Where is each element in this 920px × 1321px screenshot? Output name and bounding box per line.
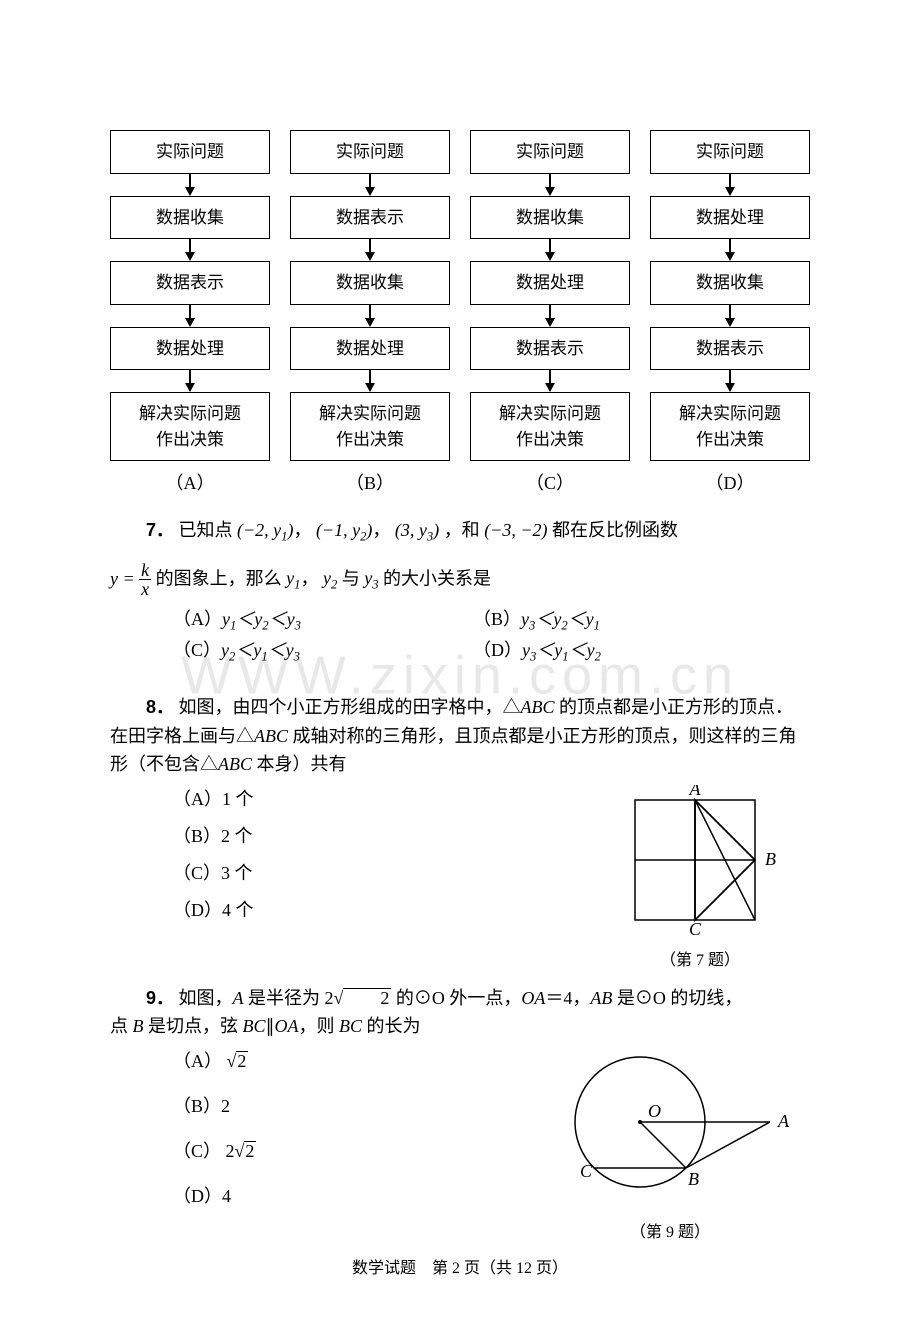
svg-text:A: A	[689, 785, 702, 799]
flow-box: 数据表示	[110, 261, 270, 305]
svg-text:C: C	[580, 1161, 593, 1181]
flow-box: 解决实际问题 作出决策	[650, 392, 810, 461]
page-footer: 数学试题 第 2 页（共 12 页）	[110, 1256, 810, 1282]
flowchart-options: 实际问题 数据收集 数据表示 数据处理 解决实际问题 作出决策 （A） 实际问题…	[110, 130, 810, 498]
flow-box: 数据收集	[110, 196, 270, 240]
flow-option-label: （D）	[706, 469, 755, 498]
q9-number: 9．	[146, 988, 174, 1008]
q7-option-c: （C）y2＜y1＜y3	[173, 636, 473, 667]
q8-option-b: （B）2 个	[173, 822, 590, 851]
q9-option-a: （A） √2	[173, 1047, 530, 1076]
arrow-icon	[360, 239, 380, 261]
flow-col-a: 实际问题 数据收集 数据表示 数据处理 解决实际问题 作出决策 （A）	[110, 130, 270, 498]
flow-col-d: 实际问题 数据处理 数据收集 数据表示 解决实际问题 作出决策 （D）	[650, 130, 810, 498]
q7-text: 的图象上，那么	[156, 568, 287, 588]
q7-pt2: (−1, y2)	[316, 520, 372, 540]
flow-box: 实际问题	[110, 130, 270, 174]
flow-box: 解决实际问题 作出决策	[470, 392, 630, 461]
arrow-icon	[180, 305, 200, 327]
q8-option-a: （A）1 个	[173, 785, 590, 814]
q7-pt3: (3, y3)	[395, 520, 439, 540]
svg-text:A: A	[777, 1111, 790, 1131]
flow-box: 数据收集	[470, 196, 630, 240]
arrow-icon	[180, 239, 200, 261]
arrow-icon	[180, 174, 200, 196]
svg-text:B: B	[688, 1169, 699, 1189]
q8-figure: A B C	[615, 785, 785, 935]
flow-box: 数据处理	[470, 261, 630, 305]
q8-figure-caption: （第 7 题）	[590, 948, 810, 974]
q7-pt4: (−3, −2)	[484, 520, 547, 540]
q7-pt1: (−2, y1)	[237, 520, 293, 540]
arrow-icon	[360, 370, 380, 392]
q7-option-d: （D）y3＜y1＜y2	[473, 636, 601, 667]
q7-text: ，和	[444, 520, 480, 540]
arrow-icon	[180, 370, 200, 392]
q8-text: 如图，由四个小正方形组成的田字格中，△ABC 的顶点都是小正方形的顶点．在田字格…	[110, 697, 797, 775]
q9-figure: O A B C	[540, 1047, 800, 1207]
q9-option-d: （D）4	[173, 1182, 530, 1211]
flow-box: 数据表示	[470, 327, 630, 371]
flow-box: 数据处理	[650, 196, 810, 240]
flow-box: 数据处理	[110, 327, 270, 371]
q9-figure-caption: （第 9 题）	[530, 1220, 810, 1246]
question-9: 9． 如图，A 是半径为 2√2 的⊙O 外一点，OA＝4，AB 是⊙O 的切线…	[110, 984, 810, 1246]
q7-fraction: k x	[139, 561, 151, 600]
q7-text: 都在反比例函数	[552, 520, 678, 540]
q9-option-b: （B）2	[173, 1092, 530, 1121]
arrow-icon	[720, 305, 740, 327]
question-7: 7． 已知点 (−2, y1)， (−1, y2)， (3, y3) ，和 (−…	[110, 516, 810, 667]
q7-equation: y =	[110, 568, 139, 588]
flow-option-label: （B）	[346, 469, 394, 498]
flow-box: 数据表示	[650, 327, 810, 371]
flow-box: 数据表示	[290, 196, 450, 240]
q9-option-c: （C） 2√2	[173, 1137, 530, 1166]
question-8: 8． 如图，由四个小正方形组成的田字格中，△ABC 的顶点都是小正方形的顶点．在…	[110, 693, 810, 974]
arrow-icon	[540, 305, 560, 327]
flow-box: 实际问题	[290, 130, 450, 174]
q7-number: 7．	[146, 520, 174, 540]
flow-col-c: 实际问题 数据收集 数据处理 数据表示 解决实际问题 作出决策 （C）	[470, 130, 630, 498]
arrow-icon	[720, 370, 740, 392]
q7-text: 的大小关系是	[383, 568, 491, 588]
q7-option-b: （B）y3＜y2＜y1	[473, 605, 600, 636]
flow-option-label: （A）	[166, 469, 215, 498]
flow-col-b: 实际问题 数据表示 数据收集 数据处理 解决实际问题 作出决策 （B）	[290, 130, 450, 498]
flow-box: 数据收集	[290, 261, 450, 305]
arrow-icon	[720, 174, 740, 196]
q7-option-a: （A）y1＜y2＜y3	[173, 605, 473, 636]
arrow-icon	[540, 239, 560, 261]
flow-box: 实际问题	[650, 130, 810, 174]
q8-option-c: （C）3 个	[173, 859, 590, 888]
flow-box: 解决实际问题 作出决策	[110, 392, 270, 461]
svg-text:O: O	[648, 1101, 661, 1121]
svg-text:B: B	[765, 849, 776, 869]
svg-text:C: C	[689, 919, 702, 935]
q7-text: 已知点	[179, 520, 233, 540]
flow-option-label: （C）	[526, 469, 574, 498]
q8-number: 8．	[146, 697, 174, 717]
q9-text: 如图，A 是半径为 2√2 的⊙O 外一点，OA＝4，AB 是⊙O 的切线，	[179, 988, 743, 1008]
arrow-icon	[360, 174, 380, 196]
arrow-icon	[360, 305, 380, 327]
arrow-icon	[540, 370, 560, 392]
flow-box: 实际问题	[470, 130, 630, 174]
q8-option-d: （D）4 个	[173, 896, 590, 925]
q9-text2: 点 B 是切点，弦 BC∥OA，则 BC 的长为	[110, 1012, 810, 1041]
arrow-icon	[540, 174, 560, 196]
flow-box: 解决实际问题 作出决策	[290, 392, 450, 461]
flow-box: 数据处理	[290, 327, 450, 371]
flow-box: 数据收集	[650, 261, 810, 305]
arrow-icon	[720, 239, 740, 261]
